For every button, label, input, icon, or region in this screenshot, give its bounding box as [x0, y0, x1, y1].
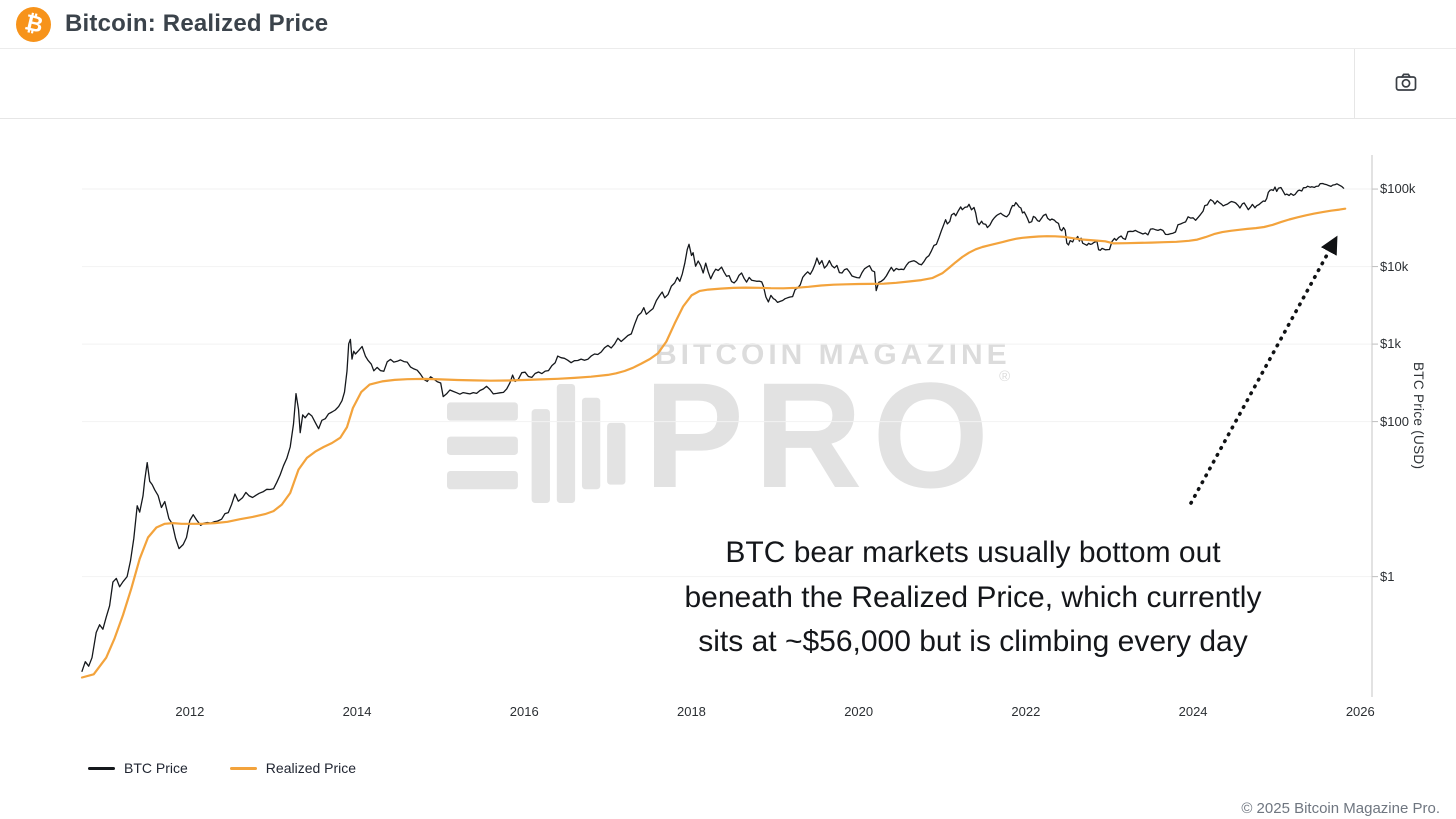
annotation-arrow: [1189, 235, 1338, 505]
x-axis-tick-label: 2026: [1345, 704, 1375, 719]
legend-label: Realized Price: [265, 760, 357, 776]
y-axis-tick-label: $10k: [1380, 258, 1409, 274]
legend-swatch: [229, 766, 257, 770]
camera-icon: [1395, 72, 1417, 95]
legend-swatch: [88, 766, 115, 770]
x-axis-tick-label: 2022: [1011, 704, 1041, 719]
legend-label: BTC Price: [124, 760, 188, 776]
x-axis-tick-label: 2012: [175, 704, 205, 719]
series-line-btc-price: [81, 182, 1345, 672]
x-axis-tick-label: 2016: [509, 704, 539, 719]
chart-annotation: BTC bear markets usually bottom out bene…: [612, 531, 1334, 665]
screenshot-button[interactable]: [1389, 66, 1423, 101]
annotation-line: BTC bear markets usually bottom out: [725, 536, 1221, 569]
toolbar-actions: [1354, 49, 1456, 118]
bitcoin-logo[interactable]: ₿: [16, 6, 51, 42]
annotation-line: sits at ~$56,000 but is climbing every d…: [698, 625, 1248, 659]
x-axis-tick-label: 2020: [844, 704, 874, 719]
annotation-line: beneath the Realized Price, which curren…: [684, 580, 1262, 614]
x-axis-tick-label: 2018: [676, 704, 706, 719]
series-line-realized-price: [80, 207, 1347, 679]
chart-legend: BTC Price Realized Price: [88, 760, 356, 776]
y-axis-tick-label: $1: [1380, 568, 1395, 584]
y-axis-tick-label: $1k: [1380, 336, 1401, 352]
page-title: Bitcoin: Realized Price: [65, 10, 329, 37]
app-header: ₿ Bitcoin: Realized Price: [0, 0, 1456, 49]
x-axis-tick-label: 2024: [1178, 704, 1208, 719]
chart-toolbar: [0, 49, 1456, 119]
legend-item-realized-price[interactable]: Realized Price: [229, 760, 357, 776]
y-axis-title: BTC Price (USD): [1411, 362, 1426, 470]
x-axis-tick-label: 2014: [342, 704, 372, 719]
legend-item-btc-price[interactable]: BTC Price: [88, 760, 188, 776]
copyright-notice: © 2025 Bitcoin Magazine Pro.: [1241, 800, 1440, 817]
y-axis-tick-label: $100: [1380, 413, 1409, 429]
bitcoin-icon: ₿: [22, 9, 46, 38]
y-axis-tick-label: $100k: [1380, 181, 1416, 197]
